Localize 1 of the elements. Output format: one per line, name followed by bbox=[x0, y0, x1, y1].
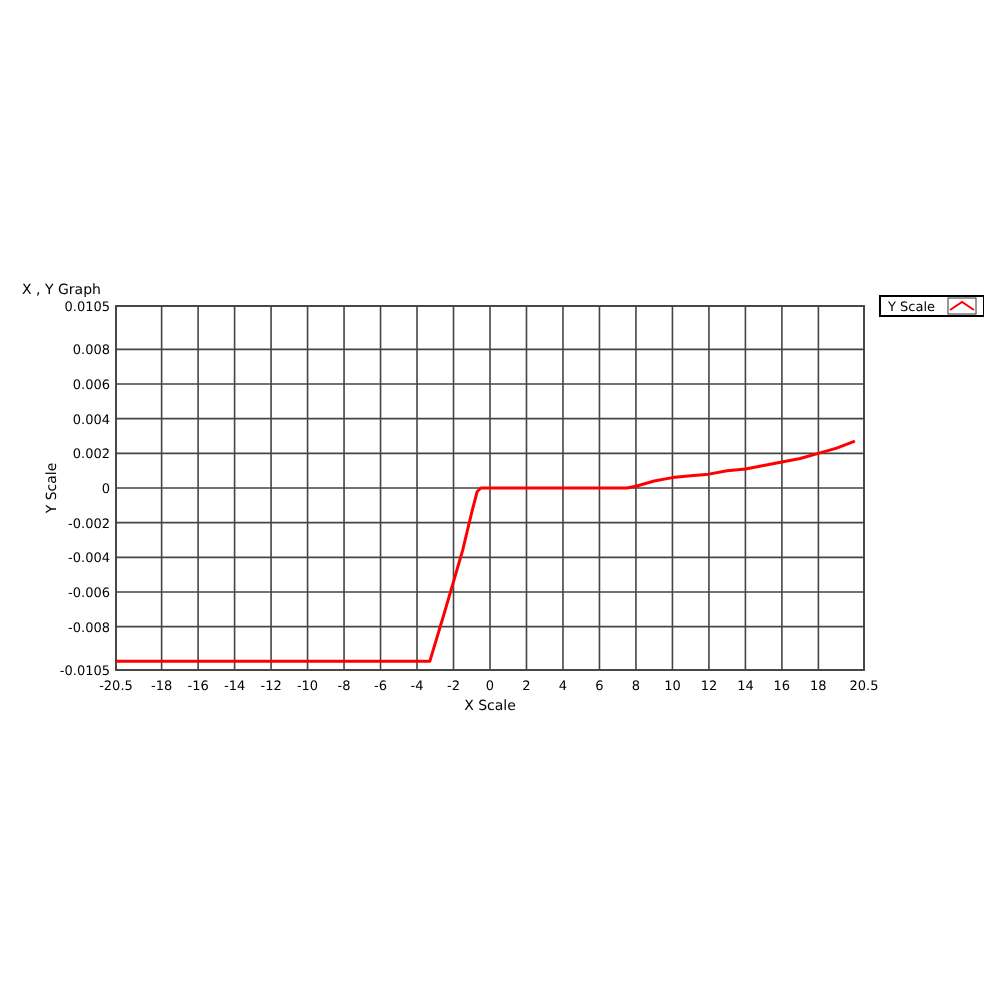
line-series bbox=[114, 439, 857, 663]
